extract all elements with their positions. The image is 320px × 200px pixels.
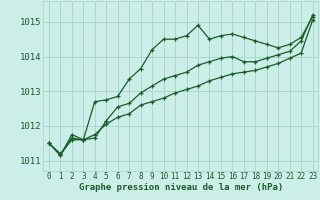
X-axis label: Graphe pression niveau de la mer (hPa): Graphe pression niveau de la mer (hPa)	[79, 183, 283, 192]
